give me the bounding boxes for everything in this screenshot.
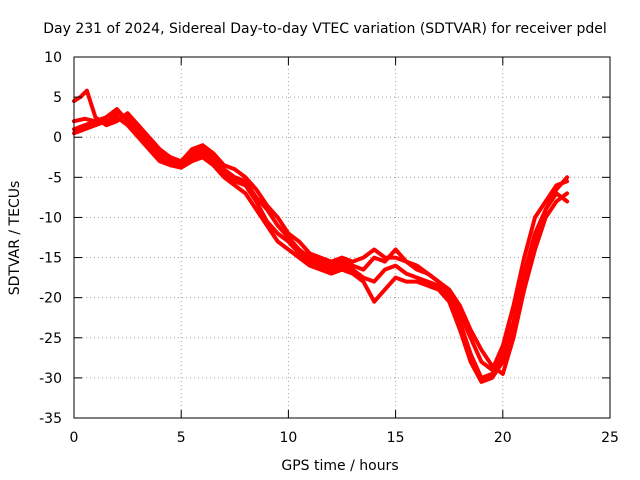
y-tick-label: -10 <box>39 210 62 226</box>
ticks <box>73 56 611 419</box>
y-tick-label: 0 <box>53 130 62 146</box>
y-tick-label: -5 <box>48 170 62 186</box>
x-tick-label: 5 <box>177 430 186 446</box>
x-tick-label: 15 <box>387 430 405 446</box>
x-tick-label: 0 <box>70 430 79 446</box>
series-line-trace-4 <box>72 115 570 384</box>
series-layer <box>72 88 570 384</box>
y-tick-label: 5 <box>53 90 62 106</box>
series-line-trace-3 <box>72 88 570 376</box>
tick-labels: 10 5 0 -5 -10 -15 -20 -25 -30 -35 0 5 10 15 20 25 <box>39 50 619 446</box>
y-tick-label: -25 <box>39 331 62 347</box>
grid <box>74 57 610 418</box>
x-tick-label: 25 <box>601 430 619 446</box>
y-axis-title: SDTVAR / TECUs <box>7 181 23 296</box>
series-line-trace-2 <box>72 107 570 372</box>
chart-title: Day 231 of 2024, Sidereal Day-to-day VTE… <box>43 21 607 37</box>
plot-frame <box>73 56 611 419</box>
y-tick-label: 10 <box>44 50 62 66</box>
y-tick-label: -30 <box>39 371 62 387</box>
y-tick-label: -35 <box>39 411 62 427</box>
x-tick-label: 10 <box>279 430 297 446</box>
series-line-trace-1 <box>72 111 570 380</box>
x-tick-label: 20 <box>494 430 512 446</box>
x-axis-title: GPS time / hours <box>281 458 398 474</box>
y-tick-label: -15 <box>39 251 62 267</box>
y-tick-label: -20 <box>39 291 62 307</box>
